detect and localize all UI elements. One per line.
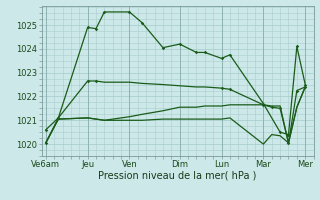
X-axis label: Pression niveau de la mer( hPa ): Pression niveau de la mer( hPa )	[99, 171, 257, 181]
